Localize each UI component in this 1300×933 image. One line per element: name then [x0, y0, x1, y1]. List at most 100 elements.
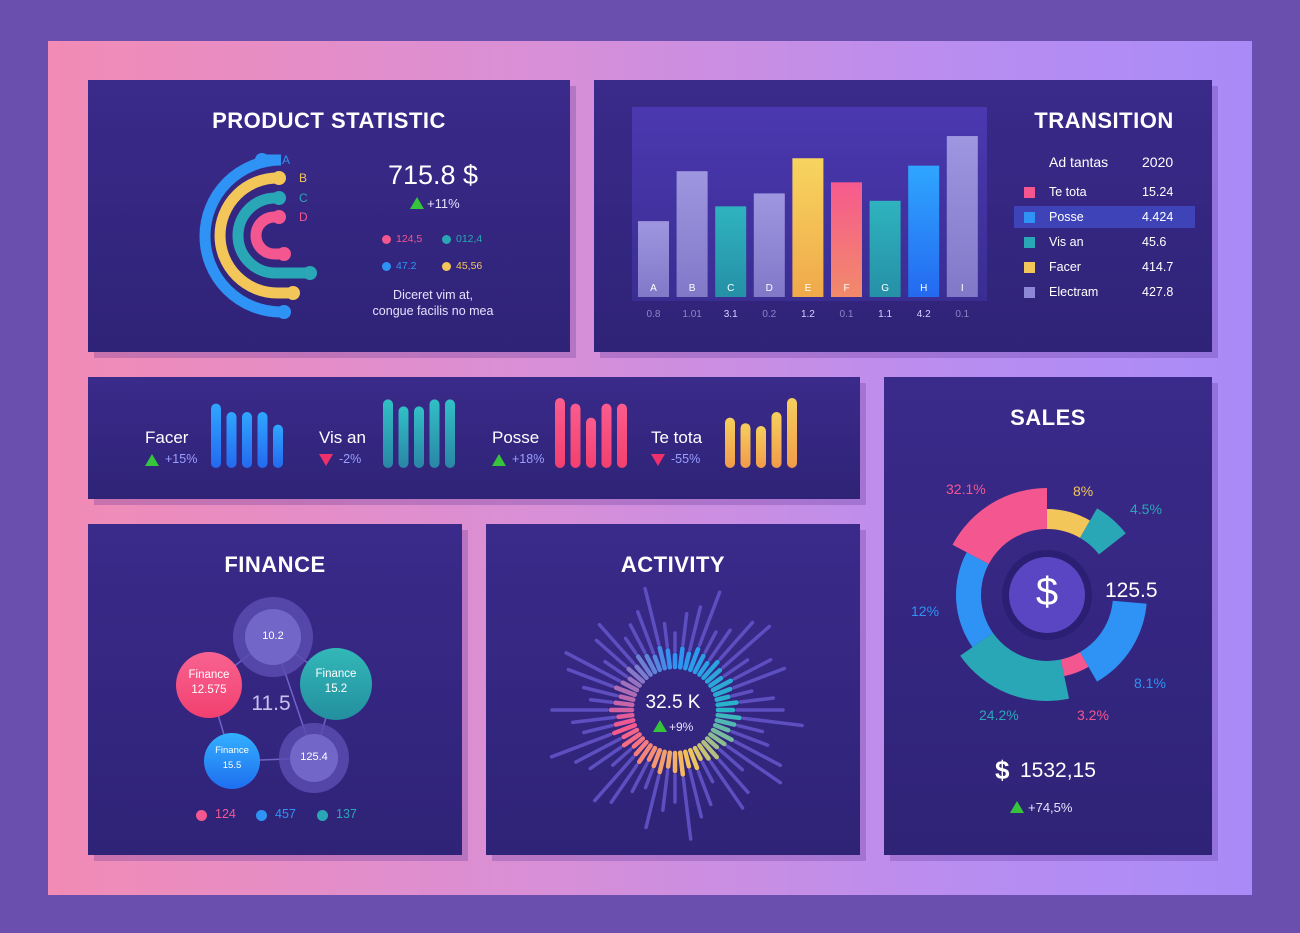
legend-header-label: Ad tantas [1049, 154, 1109, 170]
stat-value: 45,56 [456, 260, 483, 272]
bar-value-label: 1.1 [878, 309, 892, 320]
kpi-change: +15% [165, 452, 198, 466]
legend-row-highlight [1014, 206, 1195, 228]
bar-category-label: B [689, 283, 696, 294]
kpi-bar [429, 399, 440, 468]
product-arc-label: A [282, 153, 290, 167]
activity-outer-tick [732, 666, 787, 690]
bar-category-label: I [961, 283, 964, 294]
sales-segment [960, 632, 1070, 701]
activity-outer-tick [581, 723, 614, 735]
bar [792, 158, 824, 297]
activity-color-tick [692, 745, 703, 761]
finance-node-value: 15.2 [324, 683, 348, 695]
activity-color-tick [708, 675, 724, 688]
kpi-change: -2% [339, 452, 362, 466]
kpi-strip-panel: Facer +15% Vis an -2% Posse +18% Te tota -55% [88, 377, 860, 499]
kpi-bar [586, 417, 596, 468]
product-arc-end-dot [272, 191, 286, 205]
activity-color-tick [613, 685, 638, 698]
panel-title: FINANCE [224, 552, 326, 577]
activity-color-tick [714, 694, 731, 702]
activity-color-tick [657, 645, 667, 671]
stat-value: 124,5 [396, 233, 423, 245]
sales-center-disc [1009, 557, 1085, 633]
bar [753, 193, 785, 297]
legend-header-year: 2020 [1142, 154, 1174, 170]
activity-change: +9% [653, 720, 693, 734]
activity-color-tick [687, 646, 701, 673]
kpi-bar [257, 412, 268, 468]
activity-color-tick [701, 659, 720, 681]
sales-segment-label: 12% [911, 603, 940, 619]
stat-dot [382, 235, 391, 244]
product-amount: 715.8 $ [387, 160, 479, 190]
activity-color-tick [613, 700, 635, 708]
kpi-bar [383, 399, 393, 468]
activity-color-tick [712, 722, 731, 733]
sales-donut-chart [952, 488, 1147, 701]
finance-bubble-chart [176, 597, 372, 793]
up-arrow-icon [145, 454, 159, 466]
activity-color-tick [611, 722, 638, 736]
bar-value-label: 1.2 [801, 309, 815, 320]
transition-panel: A 0.8 B 1.01 C 3.1 D 0.2 E 1.2 F 0.1 G 1.1 H 4.2 I 0.1 TR… [594, 80, 1212, 352]
bar-value-label: 0.1 [840, 309, 854, 320]
kpi-label: Te tota [651, 428, 703, 447]
activity-color-tick [715, 712, 742, 721]
kpi-bar [740, 423, 751, 468]
activity-outer-tick [736, 723, 765, 734]
activity-color-tick [710, 727, 734, 742]
activity-outer-tick [730, 729, 770, 747]
kpi-label: Facer [145, 428, 189, 447]
finance-center-value: 11.5 [251, 692, 291, 715]
sales-segment-label: 4.5% [1130, 501, 1162, 517]
panel-title: TRANSITION [1034, 108, 1174, 133]
activity-outer-tick [718, 748, 745, 772]
bar-value-label: 0.1 [955, 309, 969, 320]
down-arrow-icon [319, 454, 333, 466]
activity-color-tick [714, 718, 737, 727]
kpi-bar [725, 417, 735, 468]
kpi-bar [601, 403, 612, 468]
activity-outer-tick [718, 620, 755, 661]
bar-value-label: 0.2 [762, 309, 776, 320]
activity-outer-tick [741, 716, 804, 728]
sales-center-value: 125.5 [1105, 579, 1158, 602]
sales-segment [952, 488, 1047, 565]
bar-value-label: 4.2 [917, 309, 931, 320]
activity-color-tick [697, 660, 710, 677]
activity-outer-tick [609, 763, 639, 804]
product-arc-label: B [299, 171, 307, 185]
activity-outer-tick [611, 747, 633, 767]
kpi-change: -55% [671, 452, 701, 466]
product-arc [232, 192, 316, 279]
activity-radial-chart [549, 586, 804, 841]
stat-dot [382, 262, 391, 271]
bar [676, 171, 708, 297]
kpi-bar [787, 398, 797, 468]
legend-dot [256, 810, 267, 821]
activity-color-tick [704, 736, 720, 750]
sales-segment [1080, 600, 1147, 682]
legend-label: Vis an [1049, 235, 1084, 249]
activity-color-tick [634, 664, 649, 681]
activity-color-tick [665, 648, 673, 670]
panel-title: SALES [1010, 405, 1086, 430]
activity-outer-tick [630, 761, 649, 794]
product-arc-end-dot [255, 153, 269, 167]
activity-outer-tick [681, 611, 689, 647]
sales-segment [956, 552, 993, 648]
product-arc [199, 154, 290, 318]
panel-title: PRODUCT STATISTIC [212, 108, 446, 133]
activity-outer-tick [594, 638, 628, 668]
finance-bubble-inner [245, 609, 301, 665]
activity-color-tick [715, 700, 739, 708]
product-arc-label: D [299, 210, 308, 224]
sales-total-symbol: $ [995, 755, 1010, 785]
kpi-bar [771, 412, 782, 468]
product-arc-end-dot [277, 305, 291, 319]
product-arc-end-dot [303, 266, 317, 280]
activity-color-tick [712, 686, 733, 698]
